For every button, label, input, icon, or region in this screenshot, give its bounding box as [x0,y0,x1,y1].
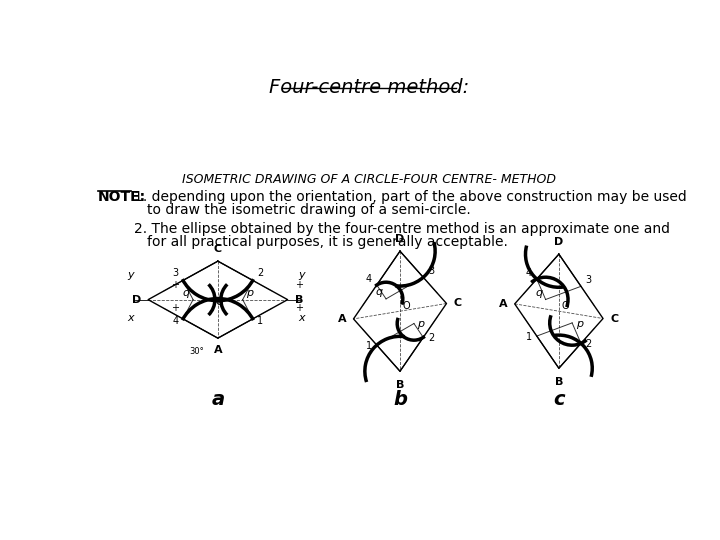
Text: 4: 4 [172,315,179,326]
Text: q: q [376,287,382,297]
Text: b: b [393,390,407,409]
Text: A: A [338,314,346,324]
Text: B: B [554,377,563,387]
Text: to draw the isometric drawing of a semi-circle.: to draw the isometric drawing of a semi-… [147,202,470,217]
Text: D: D [395,234,405,244]
Text: 1: 1 [258,315,264,326]
Text: 1: 1 [366,341,372,351]
Text: p: p [418,319,425,329]
Text: 1: 1 [526,332,532,342]
Text: c: c [553,390,564,409]
Text: for all practical purposes, it is generally acceptable.: for all practical purposes, it is genera… [147,235,508,249]
Text: 3: 3 [585,275,592,285]
Text: +: + [295,280,303,290]
Text: +: + [171,303,179,313]
Text: a: a [211,390,225,409]
Text: p: p [575,319,582,329]
Text: NOTE:: NOTE: [98,190,146,204]
Text: q: q [183,288,189,298]
Text: B: B [396,380,404,390]
Text: O: O [215,297,223,307]
Text: D: D [132,295,141,305]
Text: A: A [499,299,508,309]
Text: A: A [214,345,222,355]
Text: x: x [298,313,305,323]
Text: 4: 4 [526,268,532,278]
Text: +: + [295,303,303,313]
Text: 2: 2 [257,268,264,278]
Text: ISOMETRIC DRAWING OF A CIRCLE-FOUR CENTRE- METHOD: ISOMETRIC DRAWING OF A CIRCLE-FOUR CENTR… [182,173,556,186]
Text: 30°: 30° [189,347,204,355]
Text: 2. The ellipse obtained by the four-centre method is an approximate one and: 2. The ellipse obtained by the four-cent… [134,222,670,236]
Text: 2: 2 [428,333,434,343]
Text: +: + [171,280,179,290]
Text: O: O [402,301,410,311]
Text: B: B [294,295,303,305]
Text: q: q [535,288,542,298]
Text: O: O [562,301,569,311]
Text: y: y [127,270,135,280]
Text: C: C [454,299,462,308]
Text: 3: 3 [428,266,434,276]
Text: Four-centre method:: Four-centre method: [269,78,469,97]
Text: C: C [214,244,222,254]
Text: p: p [246,288,253,298]
Text: 4: 4 [366,274,372,284]
Text: 1. depending upon the orientation, part of the above construction may be used: 1. depending upon the orientation, part … [134,190,687,204]
Text: 3: 3 [172,268,179,278]
Text: 2: 2 [585,339,592,349]
Text: y: y [298,270,305,280]
Text: C: C [610,314,618,323]
Text: D: D [554,237,564,247]
Text: x: x [127,313,135,323]
